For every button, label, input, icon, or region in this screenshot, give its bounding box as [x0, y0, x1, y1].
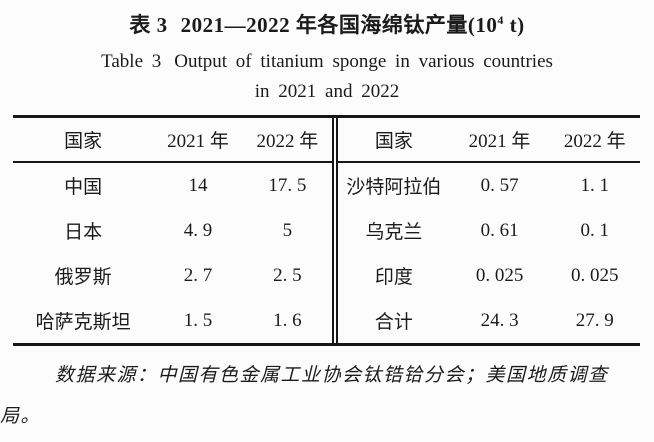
country-cell: 俄罗斯: [54, 267, 112, 288]
country-cell: 沙特阿拉伯: [346, 177, 442, 198]
country-cell: 中国: [64, 177, 103, 198]
header-2021: 2021 年: [449, 118, 550, 163]
value-2021-cell: 24. 3: [480, 309, 519, 331]
table-row: 哈萨克斯坦 1. 5 1. 6: [13, 298, 332, 343]
table-caption-cn-label: 表 3: [129, 13, 168, 37]
value-2021-cell: 2. 7: [183, 264, 213, 286]
header-2021: 2021 年: [153, 118, 243, 163]
value-2022-cell: 27. 9: [575, 309, 614, 331]
value-2022-cell: 17. 5: [268, 174, 307, 196]
table-right-half: 国家 2021 年 2022 年 沙特阿拉伯 0. 57 1. 1 乌克兰 0.…: [338, 118, 640, 343]
value-2021-cell: 14: [188, 174, 208, 196]
value-2022-cell: 0. 1: [580, 219, 609, 241]
table-caption-english-line2: in 2021 and 2022: [254, 81, 400, 102]
value-2022-cell: 0. 025: [570, 264, 619, 286]
table-header-row: 国家 2021 年 2022 年: [13, 118, 332, 163]
table-caption-en-text: Output of titanium sponge in various cou…: [174, 51, 553, 72]
table-row: 中国 14 17. 5: [13, 162, 332, 208]
table-row: 沙特阿拉伯 0. 57 1. 1: [338, 162, 640, 208]
table-row: 俄罗斯 2. 7 2. 5: [13, 253, 332, 298]
table-row: 合计 24. 3 27. 9: [338, 298, 640, 343]
table-caption-en-label: Table 3: [101, 51, 162, 72]
header-2022: 2022 年: [242, 118, 332, 163]
country-cell: 哈萨克斯坦: [35, 312, 131, 333]
value-2022-cell: 5: [282, 219, 293, 241]
table-left-half: 国家 2021 年 2022 年 中国 14 17. 5 日本 4. 9 5 俄…: [13, 118, 332, 343]
value-2021-cell: 0. 61: [480, 219, 519, 241]
caption-superscript: 4: [497, 13, 504, 27]
data-source-note: 数据来源：中国有色金属工业协会钛锆铪分会；美国地质调查局。: [0, 365, 609, 427]
table-caption-cn-text: 2021—2022 年各国海绵钛产量(10: [180, 13, 498, 37]
value-2022-cell: 1. 6: [273, 309, 302, 331]
value-2021-cell: 0. 025: [475, 264, 524, 286]
table-row: 日本 4. 9 5: [13, 208, 332, 253]
value-2022-cell: 2. 5: [273, 264, 302, 286]
header-country: 国家: [338, 118, 450, 163]
table-row: 乌克兰 0. 61 0. 1: [338, 208, 640, 253]
value-2021-cell: 4. 9: [183, 219, 213, 241]
double-rule-divider: [332, 118, 338, 343]
value-2022-cell: 1. 1: [580, 174, 609, 196]
value-2021-cell: 1. 5: [183, 309, 213, 331]
table-caption-chinese: 表 3 2021—2022 年各国海绵钛产量(104 t): [0, 0, 654, 39]
table-caption-english-line1: Table 3 Output of titanium sponge in vari…: [0, 51, 654, 73]
table-caption-cn-unit: t): [503, 13, 525, 37]
country-cell: 印度: [374, 267, 413, 288]
country-cell: 日本: [64, 222, 103, 243]
country-cell: 合计: [374, 312, 413, 333]
value-2021-cell: 0. 57: [480, 174, 519, 196]
header-2022: 2022 年: [549, 118, 640, 163]
table-header-row: 国家 2021 年 2022 年: [338, 118, 640, 163]
header-country: 国家: [13, 118, 154, 163]
table-row: 印度 0. 025 0. 025: [338, 253, 640, 298]
country-cell: 乌克兰: [365, 222, 423, 243]
data-table: 国家 2021 年 2022 年 中国 14 17. 5 日本 4. 9 5 俄…: [13, 115, 640, 346]
